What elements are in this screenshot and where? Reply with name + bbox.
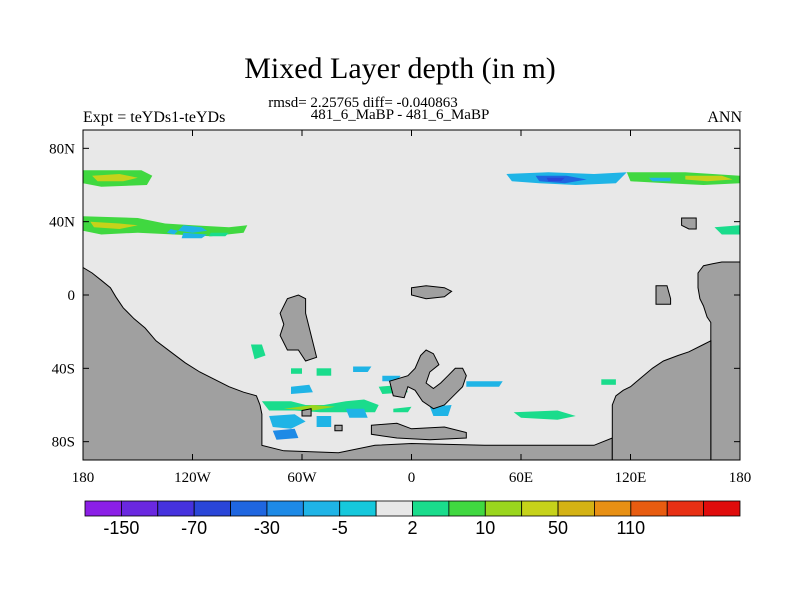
- contour-patch-11: [626, 172, 740, 185]
- latitude-axis: 80N 40N 0 40S 80S: [49, 141, 740, 451]
- contour-patch-19: [283, 405, 335, 411]
- colorbar-box-6: [302, 500, 341, 517]
- colorbar-box-15: [630, 500, 668, 517]
- lon-tick-label-5: 120E: [615, 470, 647, 486]
- contour-patch-1: [92, 174, 138, 182]
- contour-patch-2: [83, 216, 248, 237]
- contour-patch-6: [166, 229, 178, 235]
- contour-patch-20: [269, 414, 306, 429]
- colorbar-label-5: 10: [475, 518, 495, 538]
- contour-patch-5: [181, 232, 208, 239]
- land-mass-4: [411, 285, 453, 300]
- lat-tick-label-3: 40S: [52, 361, 75, 377]
- contour-patch-28: [466, 381, 503, 387]
- contour-patch-26: [393, 406, 412, 413]
- lat-tick-label-4: 80S: [52, 435, 75, 451]
- land-mass-3: [370, 422, 467, 441]
- contour-patch-33: [291, 368, 302, 374]
- lon-tick-label-4: 60E: [509, 470, 533, 486]
- land-mass-2: [388, 349, 467, 410]
- colorbar-label-0: -150: [103, 518, 139, 538]
- colorbar-box-11: [484, 500, 523, 517]
- case-subtitle: 481_6_MaBP - 481_6_MaBP: [310, 107, 490, 123]
- colorbar-box-12: [521, 500, 559, 517]
- colorbar-box-16: [666, 500, 705, 517]
- stats-subtitle: rmsd= 2.25765 diff= -0.040863: [268, 95, 458, 111]
- longitude-axis: 180 120W 60W 0 60E 120E 180: [72, 130, 752, 486]
- colorbar-box-9: [412, 500, 450, 517]
- colorbar-label-1: -70: [181, 518, 207, 538]
- contour-patch-12: [685, 175, 733, 182]
- land-mass-5: [301, 408, 312, 417]
- contour-patch-16: [316, 368, 332, 376]
- contour-patch-29: [513, 410, 576, 420]
- lon-tick-label-3: 0: [408, 470, 416, 486]
- colorbar-box-8: [375, 500, 413, 517]
- colorbar-box-0: [84, 500, 122, 517]
- contour-patch-21: [272, 428, 299, 440]
- colorbar-label-3: -5: [332, 518, 348, 538]
- land-mass-10: [611, 339, 712, 461]
- lat-tick-label-1: 40N: [49, 215, 75, 231]
- colorbar-label-6: 50: [548, 518, 568, 538]
- contour-patch-22: [316, 416, 332, 427]
- land-mass-9: [697, 261, 741, 461]
- colorbar-box-7: [339, 500, 377, 517]
- contour-patch-4: [177, 225, 208, 233]
- land-mass-0: [82, 266, 613, 461]
- contour-patch-32: [353, 366, 372, 372]
- colorbar-box-2: [157, 500, 195, 517]
- lon-tick-label-1: 120W: [174, 470, 212, 486]
- contour-patch-7: [208, 232, 229, 237]
- colorbar-box-10: [448, 500, 486, 517]
- colorbar-box-17: [703, 500, 741, 517]
- colorbar-box-3: [193, 500, 231, 517]
- land-mass-8: [681, 217, 697, 230]
- lon-tick-label-0: 180: [72, 470, 95, 486]
- contour-patch-10: [546, 177, 565, 182]
- contour-patch-13: [648, 177, 671, 182]
- colorbar-box-13: [557, 500, 595, 517]
- land-masses: [82, 217, 741, 461]
- colorbar-label-4: 2: [407, 518, 417, 538]
- contour-patches: [83, 170, 740, 440]
- land-mass-6: [334, 424, 343, 432]
- contour-patch-15: [250, 344, 266, 360]
- lon-tick-label-2: 60W: [287, 470, 317, 486]
- land-mass-7: [655, 285, 672, 305]
- colorbar-box-5: [266, 500, 304, 517]
- contour-patch-30: [601, 379, 616, 385]
- lon-tick-label-6: 180: [729, 470, 752, 486]
- colorbar: -150 -70 -30 -5 2 10 50 110: [84, 500, 741, 538]
- season-label: ANN: [707, 109, 742, 126]
- experiment-label: Expt = teYDs1-teYDs: [83, 109, 226, 126]
- contour-patch-3: [90, 221, 138, 229]
- contour-patch-17: [291, 384, 313, 394]
- colorbar-label-2: -30: [254, 518, 280, 538]
- plot-title: Mixed Layer depth (in m): [244, 52, 556, 85]
- lat-tick-label-2: 0: [68, 288, 76, 304]
- land-mass-1: [279, 294, 318, 362]
- lat-tick-label-0: 80N: [49, 141, 75, 157]
- contour-patch-14: [714, 225, 740, 235]
- colorbar-box-4: [230, 500, 268, 517]
- contour-patch-23: [345, 408, 368, 418]
- colorbar-box-1: [120, 500, 159, 517]
- colorbar-box-14: [594, 500, 632, 517]
- colorbar-label-7: 110: [616, 518, 645, 538]
